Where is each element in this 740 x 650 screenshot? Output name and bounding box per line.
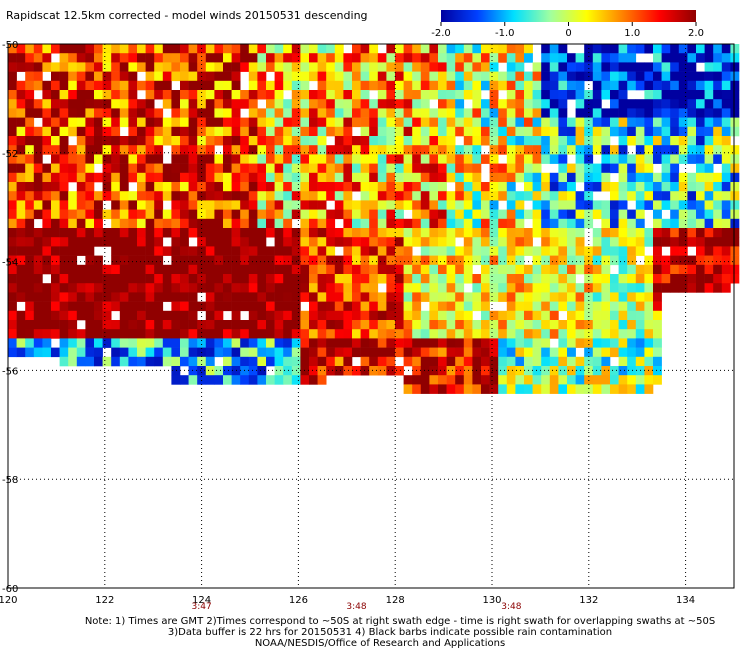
note-line-2: 3)Data buffer is 22 hrs for 20150531 4) … <box>167 627 613 638</box>
lat-tick-label: -54 <box>2 258 18 269</box>
colorbar-tick-label: -1.0 <box>495 28 515 39</box>
note-line-1: Note: 1) Times are GMT 2)Times correspon… <box>84 616 716 627</box>
colorbar-tick-label: -2.0 <box>431 28 451 39</box>
colorbar-tick-label: 0 <box>565 28 571 39</box>
colorbar-tick-label: 2.0 <box>688 28 704 39</box>
lon-tick-label: 134 <box>676 595 695 606</box>
page-title: Rapidscat 12.5km corrected - model winds… <box>6 9 368 22</box>
lon-tick-label: 120 <box>0 595 18 606</box>
data-cells <box>8 44 740 394</box>
lon-tick-label: 122 <box>95 595 114 606</box>
swath-time-label: 3:47 <box>191 602 211 610</box>
note-line-3: NOAA/NESDIS/Office of Research and Appli… <box>254 638 506 649</box>
lon-tick-label: 130 <box>482 595 501 606</box>
lat-labels: -50 -52 -54 -56 -58 -60 <box>2 40 18 595</box>
time-labels: 3:47 3:48 3:48 <box>191 602 521 610</box>
lat-tick-label: -60 <box>2 584 18 595</box>
lon-labels: 120 122 124 126 128 130 132 134 <box>0 595 695 606</box>
lon-tick-label: 124 <box>192 595 211 606</box>
lat-tick-label: -52 <box>2 149 18 160</box>
swath-time-label: 3:48 <box>501 602 521 610</box>
lat-tick-label: -50 <box>2 40 18 51</box>
colorbar-tick-label: 1.0 <box>624 28 640 39</box>
map-frame <box>7 43 735 589</box>
swath-time-label: 3:48 <box>346 602 366 610</box>
lat-tick-label: -58 <box>2 475 18 486</box>
colorbar: -2.0 -1.0 0 1.0 2.0 <box>431 10 704 39</box>
lon-tick-label: 128 <box>386 595 405 606</box>
lon-tick-label: 132 <box>579 595 598 606</box>
lat-tick-label: -56 <box>2 366 18 377</box>
wind-difference-map: -50 -52 -54 -56 -58 -60 120 122 124 126 128 130 132… <box>0 40 740 610</box>
colorbar-gradient <box>441 10 696 22</box>
lon-tick-label: 126 <box>289 595 308 606</box>
